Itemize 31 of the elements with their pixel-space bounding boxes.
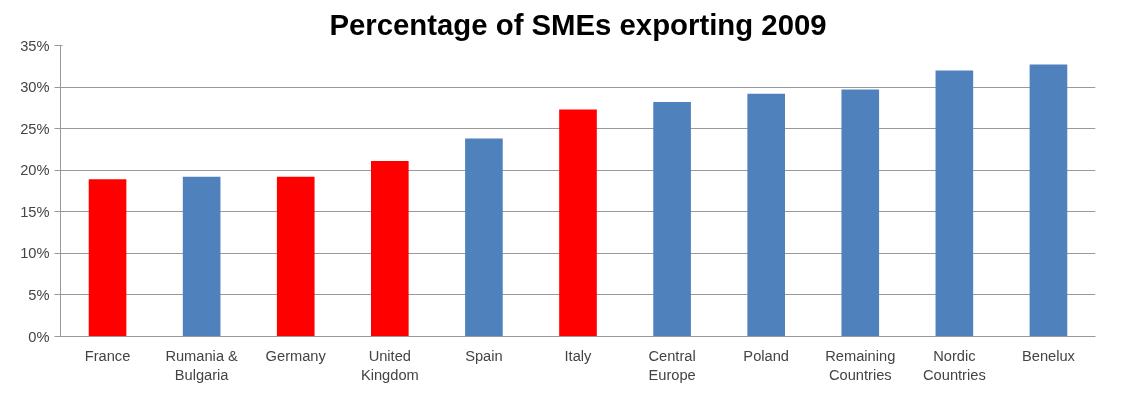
- x-tick-label: Spain: [465, 347, 503, 364]
- y-tick-label: 10%: [20, 245, 50, 262]
- y-tick-label: 5%: [28, 286, 50, 303]
- y-tick-label: 30%: [20, 79, 50, 96]
- bar: [1029, 64, 1068, 337]
- bar: [465, 138, 503, 337]
- x-tick-label: Germany: [265, 347, 327, 364]
- y-tick-label: 25%: [20, 120, 50, 137]
- bar: [182, 176, 221, 337]
- x-tick-label: Nordic Countries: [923, 347, 986, 383]
- y-tick-label: 15%: [20, 203, 50, 220]
- y-tick-label: 0%: [28, 328, 50, 345]
- bar: [747, 93, 785, 337]
- y-tick-label: 35%: [20, 37, 50, 54]
- x-tick-label: Remaining Countries: [825, 347, 896, 383]
- x-tick-label: United Kingdom: [360, 347, 419, 383]
- bar: [371, 161, 409, 337]
- bar: [88, 179, 127, 337]
- y-tick-label: 20%: [20, 162, 50, 179]
- bar: [653, 102, 691, 337]
- x-tick-label: Italy: [564, 347, 593, 364]
- bar: [935, 70, 974, 337]
- bar: [559, 109, 597, 337]
- x-tick-label: Rumania & Bulgaria: [165, 347, 239, 383]
- x-tick-label: Poland: [743, 347, 789, 364]
- bar: [276, 176, 315, 337]
- x-tick-label: Central Europe: [648, 347, 696, 383]
- x-tick-label: France: [84, 347, 131, 364]
- chart-title: Percentage of SMEs exporting 2009: [329, 7, 827, 41]
- x-tick-label: Benelux: [1021, 347, 1076, 364]
- bar: [841, 89, 880, 337]
